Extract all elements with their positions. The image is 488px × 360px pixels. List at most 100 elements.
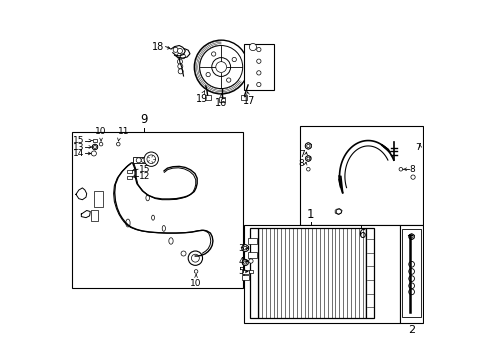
Bar <box>244 44 273 90</box>
Circle shape <box>306 157 309 160</box>
Circle shape <box>205 72 210 77</box>
Bar <box>241 95 246 100</box>
Text: 1: 1 <box>306 208 314 221</box>
Circle shape <box>199 45 242 89</box>
Text: 19: 19 <box>196 94 208 104</box>
Circle shape <box>141 158 145 162</box>
Circle shape <box>173 47 178 52</box>
Bar <box>204 95 210 100</box>
Circle shape <box>188 251 202 265</box>
Text: 17: 17 <box>242 96 254 107</box>
Circle shape <box>116 142 120 146</box>
Bar <box>91 211 98 221</box>
Bar <box>93 139 97 142</box>
Text: 4: 4 <box>238 257 244 266</box>
Bar <box>127 170 131 173</box>
Bar <box>366 228 373 318</box>
Circle shape <box>176 53 182 58</box>
Circle shape <box>215 62 226 72</box>
Circle shape <box>408 276 414 282</box>
Circle shape <box>92 144 98 150</box>
Text: 7: 7 <box>298 150 304 159</box>
Circle shape <box>408 283 414 289</box>
Circle shape <box>336 209 341 214</box>
Circle shape <box>410 175 414 179</box>
Text: 15: 15 <box>73 136 84 145</box>
Circle shape <box>256 82 261 87</box>
Circle shape <box>211 52 215 56</box>
Bar <box>400 225 422 323</box>
Ellipse shape <box>125 219 130 227</box>
Bar <box>94 191 102 207</box>
Circle shape <box>305 156 310 161</box>
Circle shape <box>241 244 248 252</box>
Text: 15: 15 <box>139 165 150 174</box>
Text: 5: 5 <box>238 267 244 276</box>
Circle shape <box>243 261 246 264</box>
Text: 6: 6 <box>357 228 365 242</box>
Text: 18: 18 <box>151 42 163 51</box>
Circle shape <box>256 59 261 63</box>
Text: 3: 3 <box>238 244 244 253</box>
Text: 11: 11 <box>118 127 129 136</box>
Circle shape <box>248 259 253 263</box>
Circle shape <box>232 57 236 62</box>
Circle shape <box>249 44 256 51</box>
Text: 8: 8 <box>408 165 414 174</box>
Bar <box>72 132 242 288</box>
Circle shape <box>306 144 309 148</box>
Text: 12: 12 <box>139 172 150 181</box>
Bar <box>248 270 253 273</box>
Circle shape <box>91 151 96 156</box>
Text: 2: 2 <box>407 325 414 335</box>
Circle shape <box>243 246 246 250</box>
Circle shape <box>211 58 230 76</box>
Text: 9: 9 <box>140 113 147 126</box>
Bar <box>242 275 248 280</box>
Ellipse shape <box>151 215 154 220</box>
Circle shape <box>408 269 414 274</box>
Bar <box>247 238 257 244</box>
Circle shape <box>256 48 261 52</box>
Circle shape <box>398 167 402 171</box>
Text: 8: 8 <box>297 159 303 168</box>
Circle shape <box>177 48 182 53</box>
Circle shape <box>194 40 247 94</box>
Bar <box>402 229 421 317</box>
Circle shape <box>144 152 158 166</box>
Circle shape <box>409 235 412 238</box>
Circle shape <box>178 69 183 74</box>
Bar <box>258 228 366 318</box>
Circle shape <box>408 234 414 239</box>
Circle shape <box>136 158 141 163</box>
Text: 10: 10 <box>190 279 202 288</box>
Bar <box>127 176 131 180</box>
Text: 14: 14 <box>73 149 84 158</box>
Circle shape <box>191 254 199 262</box>
Circle shape <box>226 78 230 82</box>
Bar <box>244 225 400 323</box>
Circle shape <box>99 142 102 146</box>
Text: 16: 16 <box>215 98 227 108</box>
Bar <box>300 126 422 225</box>
Circle shape <box>93 145 96 148</box>
Circle shape <box>178 64 183 69</box>
Ellipse shape <box>145 195 149 201</box>
Circle shape <box>256 71 261 75</box>
Text: 13: 13 <box>73 143 84 152</box>
Circle shape <box>242 259 248 266</box>
Circle shape <box>305 143 311 149</box>
Ellipse shape <box>168 238 173 244</box>
Bar <box>250 228 258 318</box>
Ellipse shape <box>162 226 165 231</box>
Circle shape <box>306 167 309 171</box>
Text: 10: 10 <box>95 127 106 136</box>
Bar <box>132 157 147 163</box>
Bar <box>219 97 224 102</box>
Circle shape <box>408 289 414 295</box>
Circle shape <box>180 54 185 59</box>
Circle shape <box>194 270 198 273</box>
Circle shape <box>147 155 155 163</box>
Bar <box>247 252 257 258</box>
Bar <box>242 270 248 274</box>
